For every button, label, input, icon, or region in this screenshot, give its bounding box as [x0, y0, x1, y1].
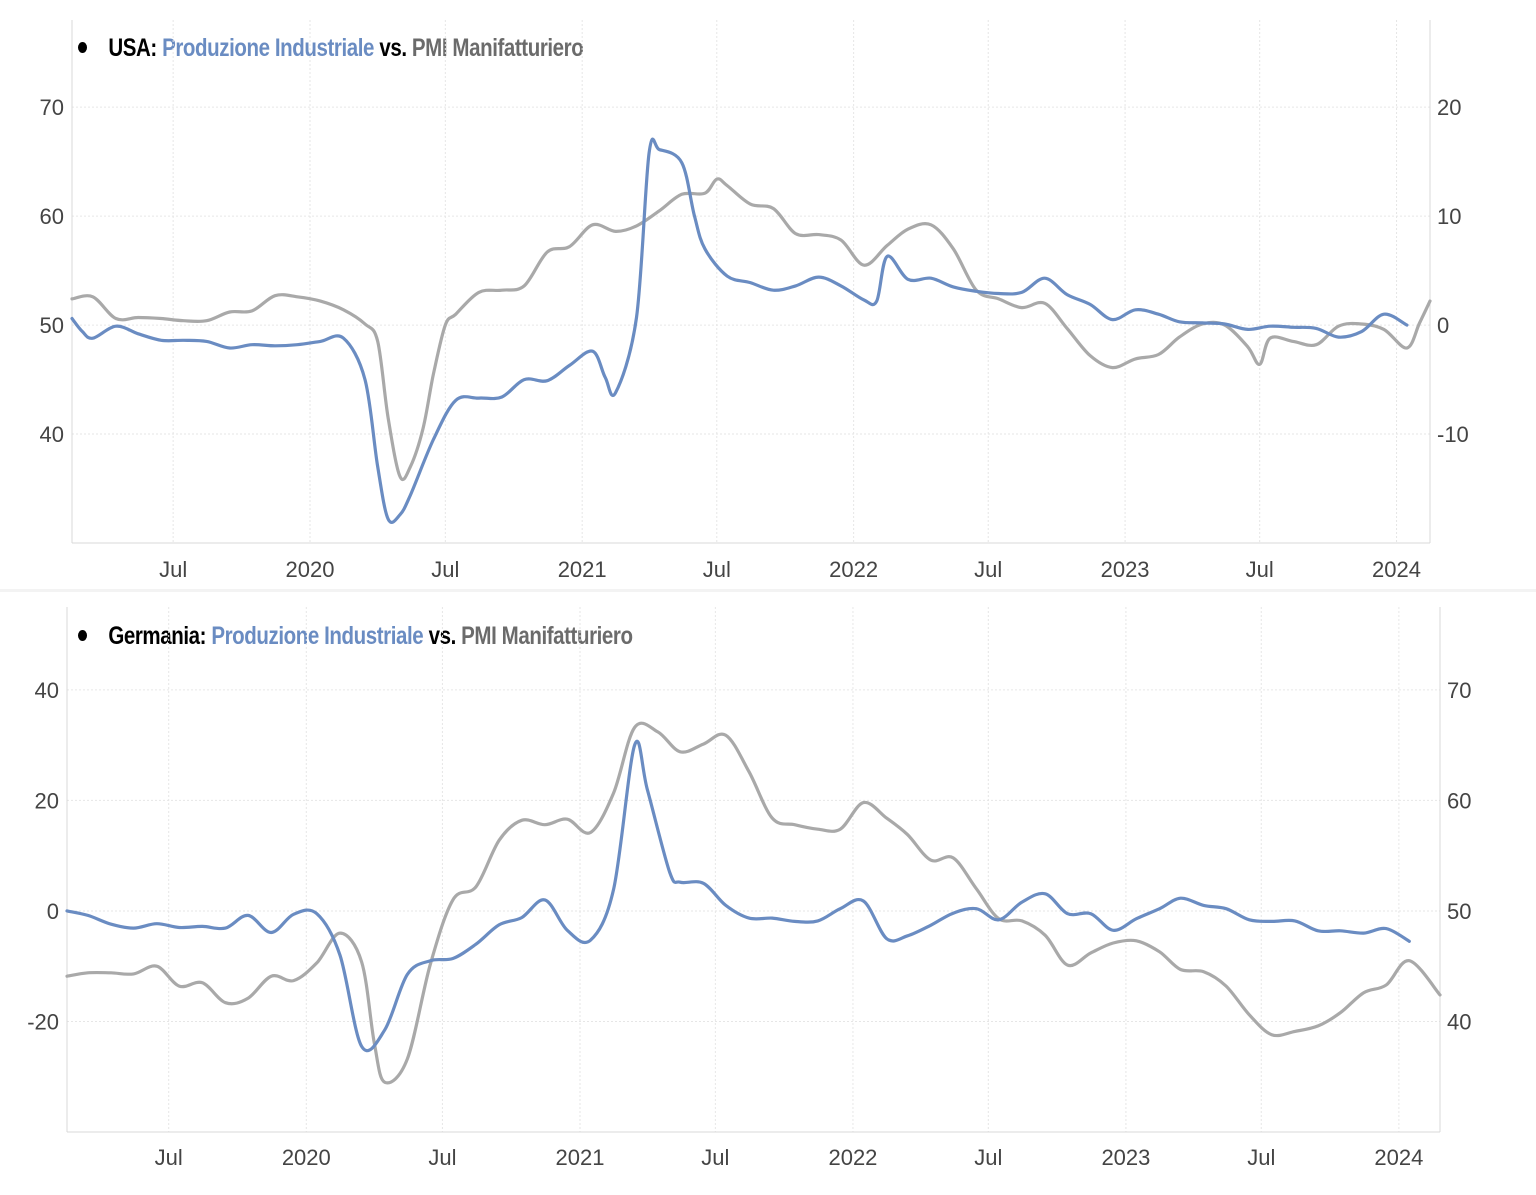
usa-y-right-tick-label: 20 — [1437, 95, 1461, 120]
usa-x-tick-label: 2023 — [1101, 557, 1150, 582]
usa-x-tick-label: 2020 — [286, 557, 335, 582]
germany-x-tick-label: Jul — [155, 1145, 183, 1170]
germany-series-line-pmi — [65, 721, 1442, 1085]
germany-y-right-tick-label: 60 — [1447, 788, 1471, 813]
usa-x-tick-label: Jul — [703, 557, 731, 582]
germany-x-tick-label: Jul — [701, 1145, 729, 1170]
usa-y-left-tick-label: 60 — [40, 204, 64, 229]
germany-y-left-tick-label: 0 — [47, 899, 59, 924]
germany-x-tick-label: 2024 — [1374, 1145, 1423, 1170]
germany-x-tick-label: 2021 — [556, 1145, 605, 1170]
germany-chart-plot: Jul 2020 Jul 2021 Jul 2022 Jul 2023 Jul 2024 -20 0 2… — [27, 607, 1471, 1170]
usa-y-left-tick-label: 50 — [40, 313, 64, 338]
usa-x-tick-label: 2024 — [1372, 557, 1421, 582]
usa-title-vs: vs. — [379, 34, 407, 62]
usa-chart-title: USA: Produzione Industriale vs. PMI Mani… — [78, 34, 584, 63]
germany-y-left-tick-label: 20 — [35, 788, 59, 813]
germany-y-right-tick-label: 40 — [1447, 1009, 1471, 1034]
panel-divider — [0, 589, 1536, 592]
germany-y-right-tick-label: 70 — [1447, 678, 1471, 703]
germany-title-series-industrial: Produzione Industriale — [211, 622, 424, 650]
usa-title-country: USA: — [108, 34, 157, 62]
usa-y-right-tick-label: 0 — [1437, 313, 1449, 338]
usa-y-left-tick-label: 40 — [40, 422, 64, 447]
usa-x-tick-label: 2022 — [829, 557, 878, 582]
usa-x-tick-label: Jul — [431, 557, 459, 582]
usa-y-right-tick-label: 10 — [1437, 204, 1461, 229]
usa-x-tick-label: Jul — [159, 557, 187, 582]
usa-y-left-tick-label: 70 — [40, 95, 64, 120]
germany-x-tick-label: 2020 — [282, 1145, 331, 1170]
germany-x-tick-label: Jul — [428, 1145, 456, 1170]
germany-series-line-industrial-production — [65, 740, 1411, 1053]
germany-x-tick-label: 2022 — [828, 1145, 877, 1170]
usa-title-series-pmi: PMI Manifatturiero — [411, 34, 584, 62]
usa-chart-plot: Jul 2020 Jul 2021 Jul 2022 Jul 2023 Jul 2024 40 50 6… — [40, 20, 1469, 582]
germany-chart-title: Germania: Produzione Industriale vs. PMI… — [78, 622, 633, 651]
germany-y-left-tick-label: 40 — [35, 678, 59, 703]
usa-chart-panel: USA: Produzione Industriale vs. PMI Mani… — [0, 0, 1536, 590]
germany-x-tick-label: Jul — [1247, 1145, 1275, 1170]
usa-title-series-industrial: Produzione Industriale — [162, 34, 375, 62]
usa-series-line-pmi — [70, 177, 1432, 482]
germany-y-left-tick-label: -20 — [27, 1009, 59, 1034]
germany-title-series-pmi: PMI Manifatturiero — [461, 622, 633, 650]
bullet-icon — [78, 41, 88, 53]
germany-title-country: Germania: — [108, 622, 207, 650]
germany-y-right-tick-label: 50 — [1447, 899, 1471, 924]
usa-y-right-tick-label: -10 — [1437, 422, 1469, 447]
usa-series-line-industrial-production — [70, 137, 1409, 524]
usa-x-tick-label: Jul — [1246, 557, 1274, 582]
germany-chart-panel: Germania: Produzione Industriale vs. PMI… — [0, 592, 1536, 1195]
usa-x-tick-label: 2021 — [558, 557, 607, 582]
usa-x-tick-label: Jul — [974, 557, 1002, 582]
bullet-icon — [78, 629, 88, 641]
germany-x-tick-label: 2023 — [1101, 1145, 1150, 1170]
germany-x-tick-label: Jul — [974, 1145, 1002, 1170]
